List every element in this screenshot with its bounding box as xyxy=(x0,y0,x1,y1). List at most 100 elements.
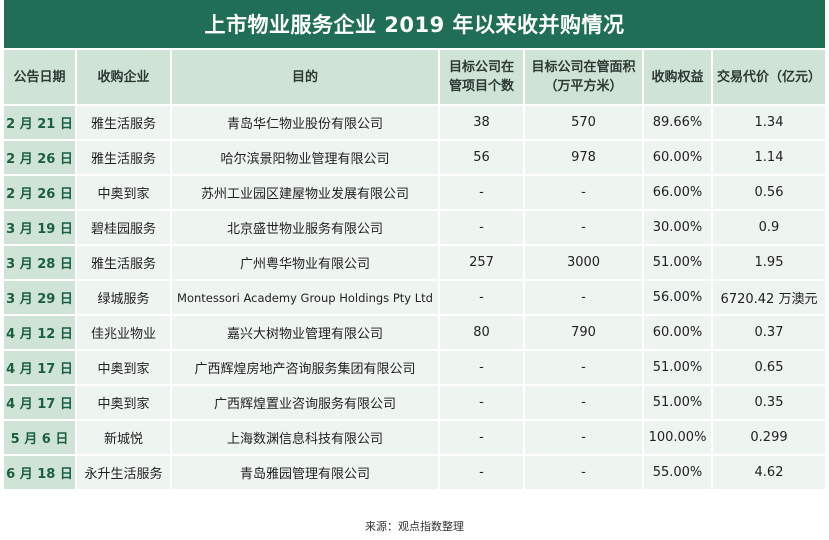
cell-acquirer: 碧桂园服务 xyxy=(77,211,172,246)
cell-acquirer: 中奥到家 xyxy=(77,176,172,211)
cell-equity: 66.00% xyxy=(644,176,713,211)
table-row: 2 月 26 日中奥到家 苏州工业园区建屋物业发展有限公司 - -66.00% 0.56 xyxy=(4,176,825,211)
cell-equity: 60.00% xyxy=(644,316,713,351)
acquisitions-table: 公告日期 收购企业 目的 目标公司在 管项目个数 目标公司在管面积 （万平方米） 收… xyxy=(4,50,825,491)
cell-project-count: - xyxy=(440,386,525,421)
header-target: 目的 xyxy=(172,50,440,106)
cell-date: 3 月 29 日 xyxy=(4,281,77,316)
table-title: 上市物业服务企业 2019 年以来收并购情况 xyxy=(4,0,825,48)
table-row: 2 月 21 日雅生活服务 青岛华仁物业股份有限公司 38 570 89.66% 1.34 xyxy=(4,106,825,141)
header-announce-date: 公告日期 xyxy=(4,50,77,106)
cell-target: 嘉兴大树物业管理有限公司 xyxy=(172,316,440,351)
cell-project-count: - xyxy=(440,421,525,456)
cell-consideration: 0.56 xyxy=(713,176,825,211)
cell-target: 上海数渊信息科技有限公司 xyxy=(172,421,440,456)
cell-equity: 51.00% xyxy=(644,351,713,386)
table-row: 5 月 6 日新城悦 上海数渊信息科技有限公司 - -100.00% 0.299 xyxy=(4,421,825,456)
cell-target: 哈尔滨景阳物业管理有限公司 xyxy=(172,141,440,176)
cell-target: 广西辉煌置业咨询服务有限公司 xyxy=(172,386,440,421)
cell-date: 2 月 21 日 xyxy=(4,106,77,141)
cell-acquirer: 新城悦 xyxy=(77,421,172,456)
cell-consideration: 1.95 xyxy=(713,246,825,281)
cell-equity: 60.00% xyxy=(644,141,713,176)
header-equity: 收购权益 xyxy=(644,50,713,106)
cell-acquirer: 雅生活服务 xyxy=(77,246,172,281)
cell-managed-area: - xyxy=(525,421,644,456)
cell-consideration: 4.62 xyxy=(713,456,825,491)
cell-managed-area: - xyxy=(525,281,644,316)
cell-target: 广西辉煌房地产咨询服务集团有限公司 xyxy=(172,351,440,386)
cell-target: Montessori Academy Group Holdings Pty Lt… xyxy=(172,281,440,316)
cell-equity: 100.00% xyxy=(644,421,713,456)
table-row: 4 月 17 日中奥到家 广西辉煌房地产咨询服务集团有限公司 - -51.00% 0.6… xyxy=(4,351,825,386)
cell-project-count: - xyxy=(440,176,525,211)
cell-equity: 89.66% xyxy=(644,106,713,141)
table-row: 3 月 28 日雅生活服务 广州粤华物业有限公司 257 3000 51.00% 1.95 xyxy=(4,246,825,281)
cell-acquirer: 永升生活服务 xyxy=(77,456,172,491)
cell-consideration: 1.14 xyxy=(713,141,825,176)
cell-project-count: - xyxy=(440,351,525,386)
cell-managed-area: 978 xyxy=(525,141,644,176)
cell-target: 青岛雅园管理有限公司 xyxy=(172,456,440,491)
table-header-row: 公告日期 收购企业 目的 目标公司在 管项目个数 目标公司在管面积 （万平方米） 收… xyxy=(4,50,825,106)
cell-consideration: 0.37 xyxy=(713,316,825,351)
cell-managed-area: - xyxy=(525,351,644,386)
header-managed-area: 目标公司在管面积 （万平方米） xyxy=(525,50,644,106)
cell-date: 2 月 26 日 xyxy=(4,141,77,176)
header-project-count: 目标公司在 管项目个数 xyxy=(440,50,525,106)
cell-equity: 30.00% xyxy=(644,211,713,246)
cell-date: 5 月 6 日 xyxy=(4,421,77,456)
cell-date: 4 月 17 日 xyxy=(4,351,77,386)
cell-equity: 55.00% xyxy=(644,456,713,491)
cell-project-count: 56 xyxy=(440,141,525,176)
cell-managed-area: 3000 xyxy=(525,246,644,281)
header-acquirer: 收购企业 xyxy=(77,50,172,106)
cell-target: 苏州工业园区建屋物业发展有限公司 xyxy=(172,176,440,211)
cell-managed-area: - xyxy=(525,456,644,491)
cell-managed-area: - xyxy=(525,386,644,421)
cell-target: 青岛华仁物业股份有限公司 xyxy=(172,106,440,141)
cell-project-count: - xyxy=(440,281,525,316)
cell-project-count: 257 xyxy=(440,246,525,281)
table-body: 2 月 21 日雅生活服务 青岛华仁物业股份有限公司 38 570 89.66% 1.34… xyxy=(4,106,825,491)
table-row: 3 月 29 日绿城服务 Montessori Academy Group Hol… xyxy=(4,281,825,316)
cell-consideration: 0.299 xyxy=(713,421,825,456)
cell-acquirer: 雅生活服务 xyxy=(77,141,172,176)
cell-equity: 56.00% xyxy=(644,281,713,316)
cell-acquirer: 佳兆业物业 xyxy=(77,316,172,351)
cell-date: 4 月 17 日 xyxy=(4,386,77,421)
cell-managed-area: 570 xyxy=(525,106,644,141)
cell-target: 北京盛世物业服务有限公司 xyxy=(172,211,440,246)
cell-equity: 51.00% xyxy=(644,246,713,281)
cell-project-count: - xyxy=(440,211,525,246)
source-note: 来源：观点指数整理 xyxy=(365,520,464,533)
cell-consideration: 0.35 xyxy=(713,386,825,421)
table-row: 6 月 18 日永升生活服务 青岛雅园管理有限公司 - -55.00% 4.62 xyxy=(4,456,825,491)
header-consideration: 交易代价（亿元） xyxy=(713,50,825,106)
table-row: 3 月 19 日碧桂园服务 北京盛世物业服务有限公司 - -30.00% 0.9 xyxy=(4,211,825,246)
cell-date: 2 月 26 日 xyxy=(4,176,77,211)
cell-target: 广州粤华物业有限公司 xyxy=(172,246,440,281)
cell-project-count: - xyxy=(440,456,525,491)
cell-date: 3 月 19 日 xyxy=(4,211,77,246)
cell-managed-area: - xyxy=(525,176,644,211)
cell-consideration: 0.9 xyxy=(713,211,825,246)
table-row: 4 月 17 日中奥到家 广西辉煌置业咨询服务有限公司 - -51.00% 0.35 xyxy=(4,386,825,421)
cell-acquirer: 中奥到家 xyxy=(77,351,172,386)
cell-managed-area: 790 xyxy=(525,316,644,351)
cell-equity: 51.00% xyxy=(644,386,713,421)
table-row: 2 月 26 日雅生活服务 哈尔滨景阳物业管理有限公司 56 978 60.00% 1.1… xyxy=(4,141,825,176)
cell-date: 6 月 18 日 xyxy=(4,456,77,491)
cell-project-count: 80 xyxy=(440,316,525,351)
cell-consideration: 0.65 xyxy=(713,351,825,386)
table-row: 4 月 12 日佳兆业物业 嘉兴大树物业管理有限公司 80 790 60.00% 0.37 xyxy=(4,316,825,351)
cell-acquirer: 绿城服务 xyxy=(77,281,172,316)
cell-managed-area: - xyxy=(525,211,644,246)
cell-date: 3 月 28 日 xyxy=(4,246,77,281)
cell-consideration: 6720.42 万澳元 xyxy=(713,281,825,316)
cell-acquirer: 中奥到家 xyxy=(77,386,172,421)
cell-project-count: 38 xyxy=(440,106,525,141)
cell-date: 4 月 12 日 xyxy=(4,316,77,351)
cell-consideration: 1.34 xyxy=(713,106,825,141)
